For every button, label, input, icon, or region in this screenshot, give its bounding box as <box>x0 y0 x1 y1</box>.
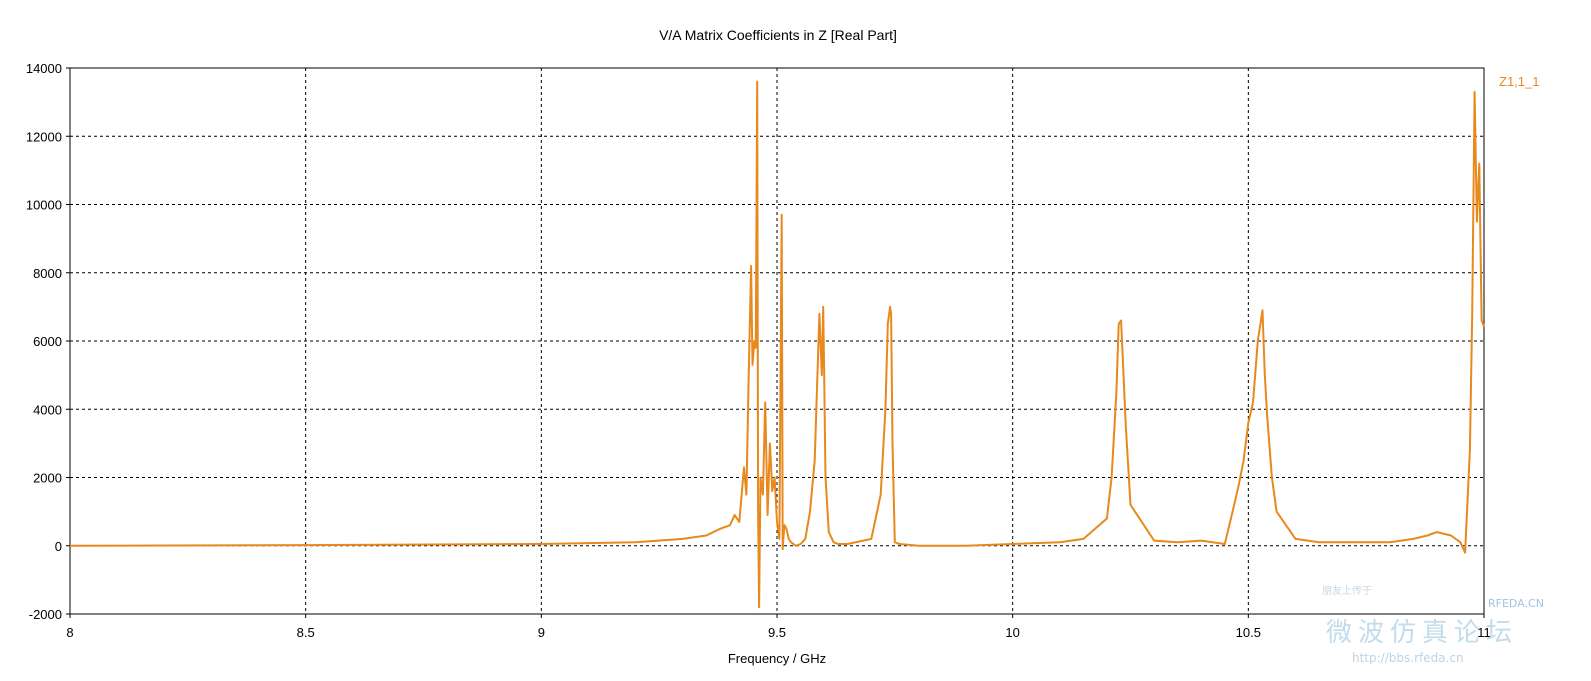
y-tick-label: 14000 <box>26 61 62 76</box>
y-tick-label: 6000 <box>33 334 62 349</box>
series-line <box>69 80 1485 609</box>
watermark-line3: 微波仿真论坛 <box>1326 618 1518 648</box>
y-tick-label: 12000 <box>26 129 62 144</box>
watermark-line1: 朋友上传于 <box>1322 584 1372 597</box>
x-axis: 8 8.5 9 9.5 10 10.5 11 <box>66 614 1491 640</box>
x-tick-label: 11 <box>1477 625 1491 640</box>
x-axis-label: Frequency / GHz <box>728 651 826 666</box>
y-tick-label: 0 <box>55 539 62 554</box>
watermark-line4: http://bbs.rfeda.cn <box>1352 651 1464 665</box>
x-tick-label: 10.5 <box>1236 625 1261 640</box>
watermark: 朋友上传于 RFEDA.CN 微波仿真论坛 http://bbs.rfeda.c… <box>1322 584 1544 665</box>
y-axis: -2000 0 2000 4000 6000 8000 10000 12000 14000 <box>26 61 70 622</box>
x-tick-label: 9.5 <box>768 625 786 640</box>
chart-title: V/A Matrix Coefficients in Z [Real Part] <box>659 27 897 43</box>
x-tick-label: 8 <box>66 625 73 640</box>
x-tick-label: 9 <box>538 625 545 640</box>
y-tick-label: -2000 <box>29 607 62 622</box>
watermark-line2: RFEDA.CN <box>1488 597 1544 610</box>
x-tick-label: 10 <box>1005 625 1019 640</box>
y-tick-label: 4000 <box>33 402 62 417</box>
series-group <box>69 80 1485 609</box>
y-tick-label: 2000 <box>33 471 62 486</box>
x-tick-label: 8.5 <box>297 625 315 640</box>
legend-entry: Z1,1_1 <box>1499 74 1539 89</box>
y-tick-label: 8000 <box>33 266 62 281</box>
y-tick-label: 10000 <box>26 198 62 213</box>
grid <box>70 68 1484 614</box>
